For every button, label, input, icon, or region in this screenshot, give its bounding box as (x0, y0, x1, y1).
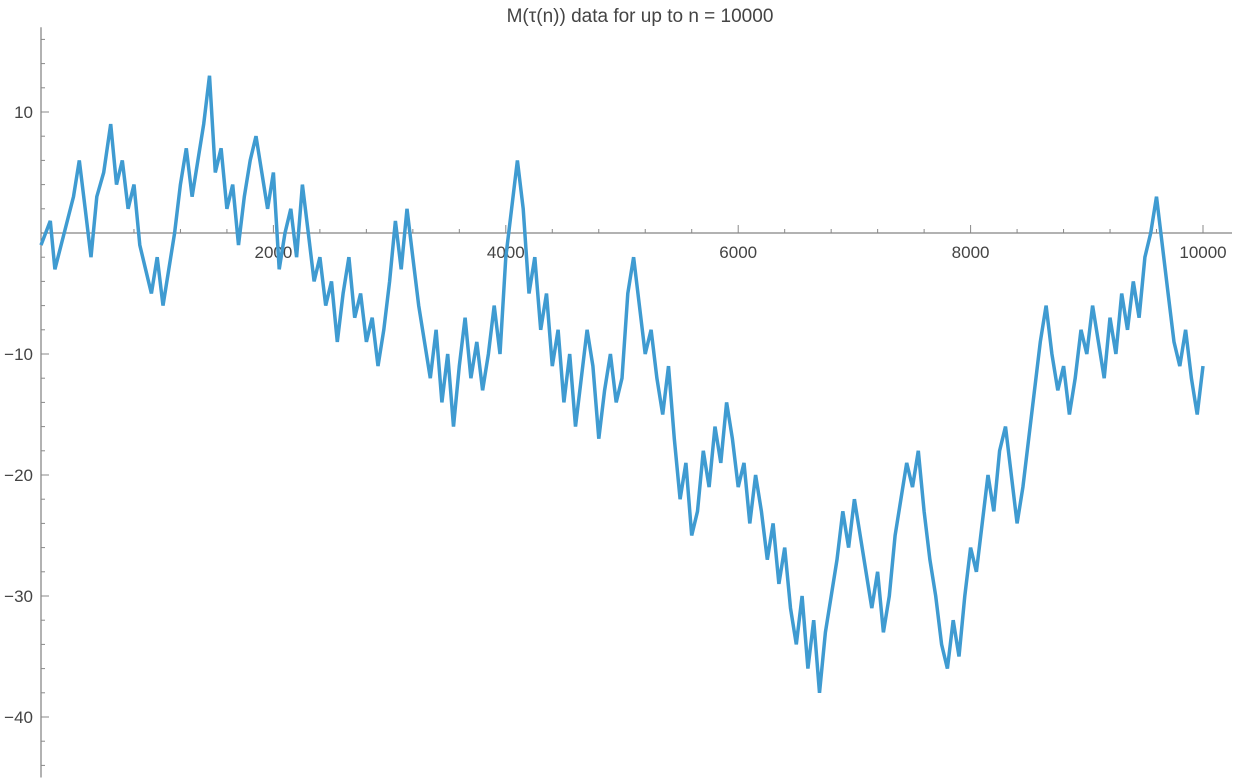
y-tick-label: −30 (4, 587, 33, 606)
series-line (39, 75, 1205, 693)
y-tick-label: 10 (14, 103, 33, 122)
chart-title: M(τ(n)) data for up to n = 10000 (507, 6, 774, 27)
y-tick-label: −20 (4, 466, 33, 485)
y-axis: 10 −10 −20 −30 −40 (4, 27, 49, 778)
x-tick-label: 2000 (254, 243, 292, 262)
x-tick-label: 10000 (1179, 243, 1226, 262)
x-axis: 2000 4000 6000 8000 10000 (41, 225, 1232, 262)
series-group (39, 75, 1205, 693)
x-tick-label: 8000 (952, 243, 990, 262)
y-tick-label: −10 (4, 345, 33, 364)
x-tick-label: 6000 (719, 243, 757, 262)
y-tick-label: −40 (4, 708, 33, 727)
